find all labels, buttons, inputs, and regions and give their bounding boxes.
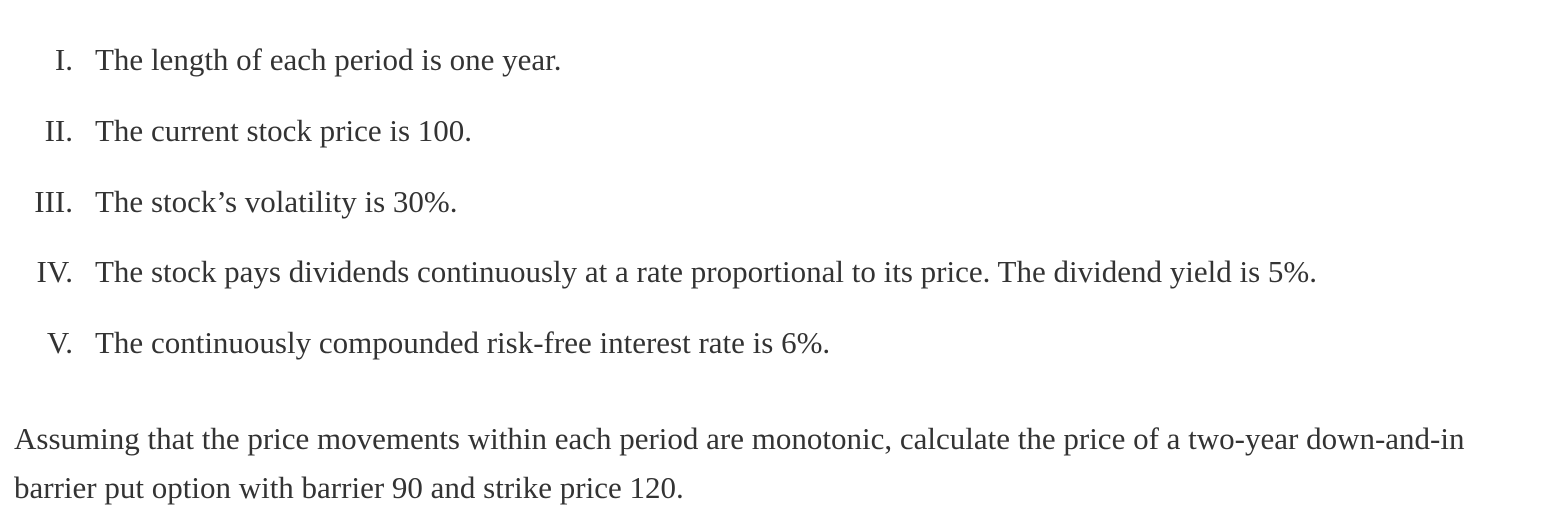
assumption-text: The stock’s volatility is 30%. xyxy=(95,184,458,219)
assumption-text: The stock pays dividends continuously at… xyxy=(95,254,1317,289)
question-paragraph: Assuming that the price movements within… xyxy=(14,421,1465,505)
list-marker: IV. xyxy=(36,254,73,289)
list-marker: I. xyxy=(54,42,73,77)
assumption-item-4: IV. The stock pays dividends continuousl… xyxy=(0,252,1548,292)
assumption-text: The continuously compounded risk-free in… xyxy=(95,325,831,360)
assumption-text: The current stock price is 100. xyxy=(95,113,473,148)
assumption-item-3: III. The stock’s volatility is 30%. xyxy=(0,182,1548,222)
assumption-item-2: II. The current stock price is 100. xyxy=(0,111,1548,151)
assumption-item-5: V. The continuously compounded risk-free… xyxy=(0,323,1548,363)
list-marker: II. xyxy=(44,113,73,148)
assumption-item-1: I. The length of each period is one year… xyxy=(0,40,1548,80)
list-marker: V. xyxy=(46,325,73,360)
assumption-text: The length of each period is one year. xyxy=(95,42,562,77)
list-marker: III. xyxy=(34,184,73,219)
